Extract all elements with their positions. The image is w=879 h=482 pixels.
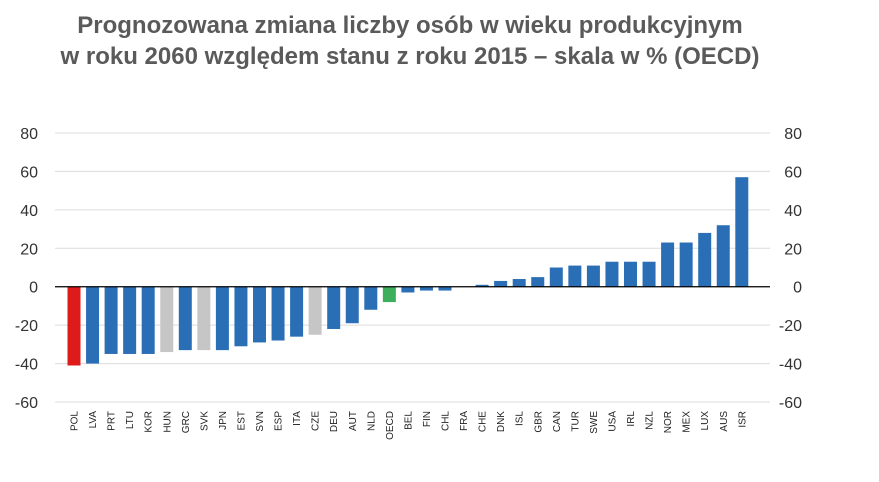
y-tick-left--60: -60 [15, 395, 38, 412]
y-tick-right-40: 40 [784, 203, 802, 220]
x-tick-prt: PRT [107, 411, 118, 431]
bar-jpn [215, 286, 229, 351]
bar-swe [586, 265, 600, 287]
bar-hun [160, 286, 174, 353]
x-tick-gbr: GBR [533, 411, 544, 433]
bar-gbr [531, 277, 545, 287]
x-tick-svn: SVN [255, 411, 266, 432]
bar-mex [679, 242, 693, 287]
x-tick-ltu: LTU [125, 411, 136, 429]
bar-lux [698, 232, 712, 287]
bar-lva [86, 286, 100, 364]
x-tick-fra: FRA [459, 411, 470, 431]
x-tick-aus: AUS [719, 411, 730, 432]
y-tick-left-20: 20 [20, 241, 38, 258]
y-tick-left-60: 60 [20, 164, 38, 181]
bar-svk [197, 286, 211, 351]
bar-irl [624, 261, 637, 287]
bar-bel [401, 286, 415, 293]
y-tick-right--20: -20 [779, 318, 802, 335]
bar-isl [512, 279, 526, 287]
grid-lines [55, 132, 770, 403]
y-tick-right-0: 0 [793, 280, 802, 297]
chart-title: Prognozowana zmiana liczby osób w wieku … [0, 10, 820, 72]
x-tick-nor: NOR [663, 411, 674, 433]
bar-isr [735, 177, 749, 287]
bar-deu [327, 286, 341, 329]
bar-oecd [382, 286, 396, 303]
x-tick-grc: GRC [181, 411, 192, 433]
x-tick-cze: CZE [311, 411, 322, 431]
y-tick-left--20: -20 [15, 318, 38, 335]
x-tick-isr: ISR [737, 411, 748, 428]
x-tick-chl: CHL [441, 411, 452, 431]
bar-can [549, 267, 563, 287]
y-tick-right-20: 20 [784, 241, 802, 258]
bar-aus [716, 225, 730, 287]
bar-dnk [494, 280, 508, 287]
chart-title-line2: w roku 2060 względem stanu z roku 2015 –… [60, 43, 760, 70]
x-tick-bel: BEL [403, 411, 414, 430]
x-tick-lva: LVA [88, 411, 99, 429]
x-tick-pol: POL [70, 411, 81, 431]
y-tick-right-60: 60 [784, 164, 802, 181]
x-tick-ita: ITA [292, 411, 303, 426]
x-tick-fin: FIN [422, 411, 433, 427]
x-tick-hun: HUN [162, 411, 173, 433]
x-tick-kor: KOR [144, 411, 155, 433]
x-tick-nzl: NZL [645, 411, 656, 430]
x-tick-mex: MEX [682, 411, 693, 433]
y-tick-right--60: -60 [779, 395, 802, 412]
x-tick-jpn: JPN [218, 411, 229, 430]
bar-ita [290, 286, 304, 337]
bar-grc [178, 286, 192, 351]
x-tick-oecd: OECD [385, 411, 396, 440]
x-tick-irl: IRL [626, 411, 637, 427]
y-tick-left--40: -40 [15, 357, 38, 374]
x-tick-tur: TUR [570, 411, 581, 432]
y-tick-left-40: 40 [20, 203, 38, 220]
bar-fin [419, 286, 433, 291]
bar-prt [104, 286, 118, 354]
bar-chl [438, 286, 452, 291]
x-tick-est: EST [236, 411, 247, 430]
y-tick-right--40: -40 [779, 357, 802, 374]
x-tick-can: CAN [552, 411, 563, 432]
bar-nor [661, 242, 675, 287]
x-tick-isl: ISL [515, 411, 526, 426]
bar-usa [605, 261, 619, 287]
bar-nzl [642, 261, 656, 287]
bar-che [475, 284, 489, 287]
bar-kor [141, 286, 155, 354]
x-tick-aut: AUT [348, 411, 359, 431]
x-tick-nld: NLD [366, 411, 377, 431]
bar-svn [253, 286, 266, 343]
bar-pol [67, 286, 81, 366]
bar-tur [568, 265, 582, 287]
chart-title-line1: Prognozowana zmiana liczby osób w wieku … [77, 12, 743, 39]
bar-ltu [123, 286, 137, 354]
x-tick-svk: SVK [199, 411, 210, 431]
x-tick-che: CHE [478, 411, 489, 432]
axis-labels: 80 80 60 60 40 40 20 20 0 0 -20 -20 -40 -40 -60 -60 POL L… [15, 126, 802, 440]
x-tick-swe: SWE [589, 411, 600, 434]
x-tick-dnk: DNK [496, 411, 507, 432]
bar-est [234, 286, 248, 347]
x-tick-lux: LUX [700, 411, 711, 431]
y-tick-right-80: 80 [784, 126, 802, 143]
bar-nld [364, 286, 378, 310]
y-tick-left-80: 80 [20, 126, 38, 143]
bar-esp [271, 286, 285, 341]
bars [67, 177, 749, 366]
x-tick-deu: DEU [329, 411, 340, 432]
y-tick-left-0: 0 [29, 280, 38, 297]
x-tick-esp: ESP [274, 411, 285, 431]
bar-cze [308, 286, 322, 335]
bar-aut [345, 286, 359, 324]
x-tick-usa: USA [607, 411, 618, 432]
